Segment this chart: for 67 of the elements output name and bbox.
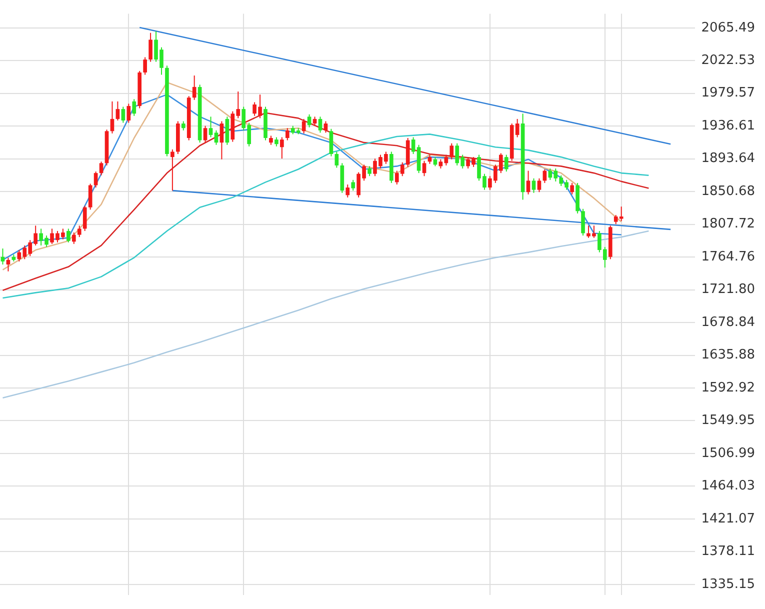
candlestick (181, 120, 186, 131)
y-tick-label: 1635.88 (701, 348, 756, 363)
candlestick (208, 116, 213, 138)
candlestick (411, 136, 416, 155)
candlestick (368, 166, 372, 177)
y-tick-label: 1936.61 (701, 118, 756, 134)
y-tick-label: 2022.53 (701, 53, 756, 68)
candlestick (88, 183, 92, 210)
y-tick-label: 2065.49 (701, 20, 756, 36)
candlestick (312, 116, 317, 126)
candlestick (450, 142, 454, 160)
y-tick-label: 1807.72 (701, 216, 756, 232)
y-tick-label: 1464.03 (701, 478, 756, 494)
y-tick-label: 1764.76 (701, 249, 756, 264)
candlestick (77, 225, 82, 238)
candlestick (351, 179, 356, 192)
candlestick (274, 136, 278, 147)
candlestick (302, 118, 306, 134)
y-tick-label: 1721.80 (701, 282, 756, 298)
candlestick (318, 116, 322, 134)
candlestick (422, 160, 426, 177)
candlestick (285, 128, 290, 141)
y-tick-label: 1678.84 (701, 314, 756, 330)
candlestick (132, 98, 136, 116)
candlestick (94, 171, 98, 188)
candlestick (269, 135, 273, 146)
candlestick (72, 232, 76, 244)
candlestick (334, 151, 339, 168)
candlestick (329, 128, 334, 157)
y-tick-label: 1549.95 (701, 413, 756, 428)
candlestick (526, 170, 530, 195)
candlestick (581, 208, 585, 236)
y-tick-label: 1592.92 (701, 380, 756, 396)
candlestick (82, 205, 87, 232)
candlestick (121, 106, 126, 124)
y-tick-label: 1421.07 (701, 511, 756, 526)
y-tick-label: 1850.68 (701, 184, 756, 199)
candlestick (324, 120, 328, 134)
candlestick (504, 154, 508, 172)
candlestick (170, 148, 174, 192)
candlestick (148, 32, 152, 62)
candlestick (110, 100, 114, 134)
candlestick (143, 56, 147, 76)
candlestick (307, 114, 312, 128)
candlestick (570, 182, 574, 195)
candlestick (214, 130, 218, 146)
y-tick-label: 1335.15 (701, 576, 756, 592)
candlestick (220, 120, 224, 160)
y-tick-label: 1506.99 (701, 446, 756, 461)
candlestick (6, 257, 10, 272)
candlestick (99, 161, 104, 176)
y-tick-label: 1893.64 (701, 151, 756, 166)
candlestick (192, 75, 196, 100)
candlestick (116, 100, 120, 121)
candlestick (346, 184, 350, 198)
candlestick (126, 103, 131, 124)
candlestick (532, 178, 536, 194)
candlestick (0, 248, 5, 265)
candlestick (416, 144, 421, 174)
candlestick (66, 228, 70, 243)
candlestick (280, 136, 284, 160)
candlestick (428, 154, 432, 164)
y-tick-label: 1979.57 (701, 86, 756, 101)
candlestick (203, 125, 208, 144)
y-tick-label: 1378.11 (701, 544, 756, 560)
candlestick (225, 116, 230, 146)
candlestick (537, 178, 542, 193)
